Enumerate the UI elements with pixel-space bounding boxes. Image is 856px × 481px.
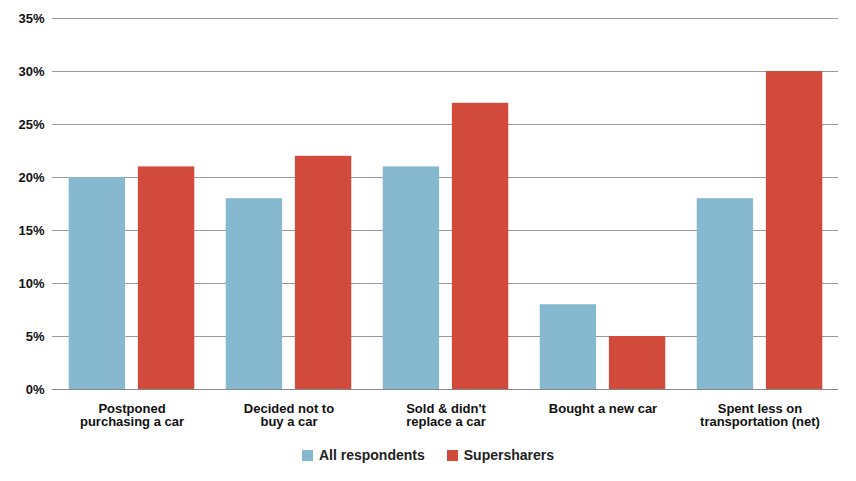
svg-text:20%: 20% <box>18 170 44 185</box>
svg-text:35%: 35% <box>18 11 44 26</box>
html-text:Supersharers: Supersharers <box>463 447 554 463</box>
html-text:All respondents: All respondents <box>319 447 425 463</box>
svg-text:25%: 25% <box>18 117 44 132</box>
svg-text:5%: 5% <box>26 329 45 344</box>
svg-text:15%: 15% <box>18 223 44 238</box>
svg-text:0%: 0% <box>26 382 45 397</box>
svg-text:Spent less ontransportation (n: Spent less ontransportation (net) <box>700 401 820 429</box>
svg-text:10%: 10% <box>18 276 44 291</box>
svg-text:Sold & didn'treplace a car: Sold & didn'treplace a car <box>406 401 486 429</box>
svg-text:30%: 30% <box>18 64 44 79</box>
svg-text:Decided not tobuy a car: Decided not tobuy a car <box>244 401 334 429</box>
svg-text:Bought a new car: Bought a new car <box>549 401 657 416</box>
svg-text:Postponedpurchasing a car: Postponedpurchasing a car <box>80 401 184 429</box>
